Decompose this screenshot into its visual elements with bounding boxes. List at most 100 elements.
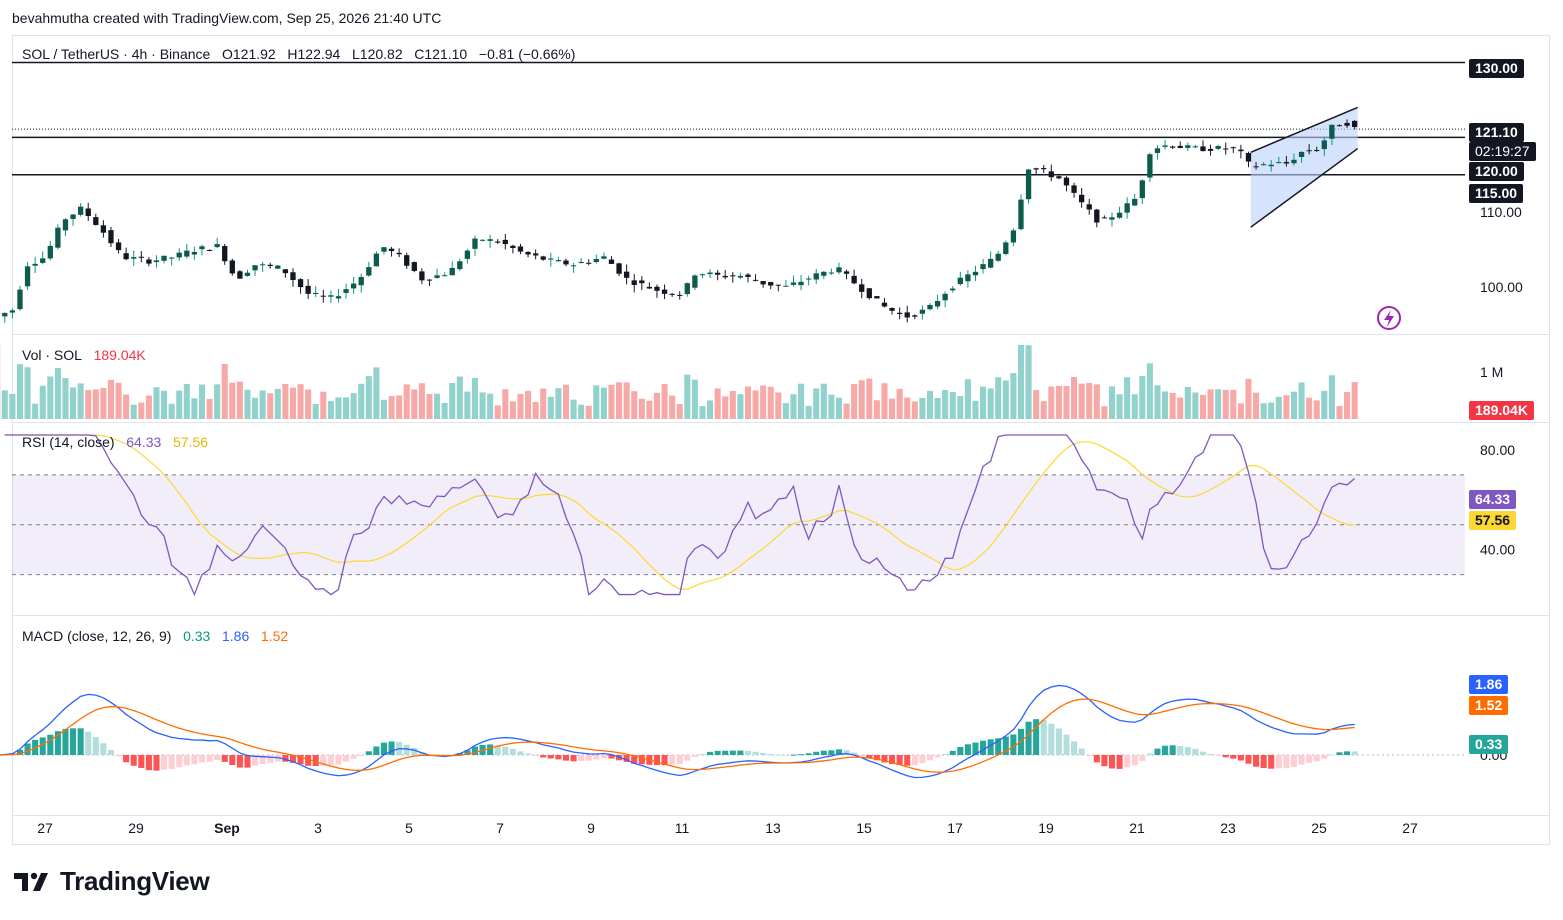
volume-bar — [661, 384, 668, 419]
volume-bar — [1306, 397, 1313, 419]
volume-bar — [608, 384, 615, 419]
volume-bar — [358, 383, 365, 419]
candle-body — [176, 252, 182, 258]
volume-bar — [1025, 345, 1032, 419]
macd-histogram-bar — [926, 755, 934, 761]
macd-histogram-bar — [547, 755, 554, 759]
candle-body — [85, 208, 91, 217]
macd-histogram-bar — [638, 755, 645, 765]
macd-histogram-bar — [1222, 755, 1229, 758]
tradingview-logo-icon — [14, 872, 48, 891]
macd-histogram-bar — [1055, 728, 1062, 755]
volume-bar — [259, 390, 266, 419]
macd-histogram-bar — [866, 755, 873, 759]
pane-separator[interactable] — [12, 334, 1550, 335]
level-120-tag: 120.00 — [1469, 162, 1524, 181]
volume-bar — [479, 392, 486, 419]
volume-bar — [1124, 377, 1131, 419]
candle-body — [745, 274, 751, 277]
volume-bar — [1146, 363, 1153, 419]
volume-bar — [32, 403, 39, 419]
macd-histogram-bar — [70, 728, 77, 755]
macd-histogram-bar — [722, 750, 729, 755]
macd-histogram-bar — [1207, 754, 1214, 756]
symbol-label[interactable]: SOL / TetherUS · 4h · Binance — [22, 46, 211, 62]
volume-bar — [1230, 389, 1237, 419]
volume-bar — [1131, 394, 1138, 419]
volume-bar — [77, 383, 84, 419]
candle-body — [987, 258, 994, 268]
macd-histogram-bar — [1313, 755, 1320, 762]
macd-histogram-bar — [168, 755, 175, 769]
volume-bar — [555, 388, 562, 419]
candle-body — [608, 259, 615, 264]
volume-bar — [1344, 392, 1351, 419]
macd-histogram-bar — [995, 738, 1002, 755]
macd-label[interactable]: MACD (close, 12, 26, 9) — [22, 628, 172, 644]
volume-bar — [1275, 396, 1282, 419]
macd-histogram-bar — [85, 731, 92, 755]
macd-histogram-bar — [183, 755, 190, 766]
candle-body — [904, 312, 910, 318]
macd-histogram-bar — [782, 755, 789, 756]
volume-bar — [456, 376, 463, 419]
flash-bolt-icon — [1384, 310, 1394, 327]
macd-histogram-bar — [259, 755, 266, 764]
macd-histogram-bar — [593, 755, 600, 760]
volume-bar — [949, 391, 956, 419]
volume-bar — [1215, 389, 1222, 419]
candle-body — [1003, 242, 1009, 255]
candle-body — [1230, 147, 1236, 149]
pane-separator[interactable] — [12, 615, 1550, 616]
tradingview-logo[interactable]: TradingView — [14, 866, 210, 897]
candle-body — [1094, 209, 1100, 223]
volume-bar — [85, 390, 92, 419]
volume-bar — [145, 395, 152, 419]
candle-body — [495, 241, 501, 243]
candle-body — [912, 315, 918, 317]
volume-bar — [365, 376, 372, 419]
macd-hist-value: 0.33 — [183, 628, 211, 644]
candle-body — [1147, 154, 1153, 178]
candle-body — [396, 252, 402, 255]
candle-body — [434, 275, 440, 278]
candle-body — [631, 280, 637, 285]
candle-body — [525, 252, 531, 255]
signal-value: 1.52 — [260, 628, 289, 644]
candle-body — [1200, 146, 1206, 152]
volume-label[interactable]: Vol · SOL — [22, 347, 82, 363]
candle-body — [457, 261, 463, 270]
candle-body — [836, 267, 842, 273]
macd-histogram-bar — [828, 750, 835, 755]
macd-histogram-bar — [631, 755, 638, 764]
candle-body — [1298, 151, 1305, 158]
candle-body — [692, 275, 698, 288]
volume-bar — [631, 391, 638, 419]
volume-bar — [1162, 391, 1169, 419]
candle-body — [411, 262, 417, 271]
volume-bar — [957, 396, 964, 419]
candle-body — [93, 217, 99, 225]
pane-separator[interactable] — [12, 422, 1550, 423]
macd-histogram-bar — [744, 750, 752, 755]
candle-body — [601, 256, 607, 259]
chart-frame[interactable] — [12, 35, 1550, 845]
candle-body — [328, 295, 334, 297]
candle-body — [768, 282, 774, 286]
macd-histogram-bar — [16, 749, 24, 755]
volume-bar — [684, 374, 691, 419]
rsi-label[interactable]: RSI (14, close) — [22, 434, 115, 450]
macd-histogram-bar — [600, 755, 607, 759]
macd-histogram-bar — [312, 755, 319, 767]
time-axis-label: 13 — [765, 820, 781, 836]
candle-body — [1329, 124, 1335, 139]
rsi-ma-tag: 57.56 — [1469, 511, 1517, 530]
volume-bar — [123, 394, 130, 419]
candle-body — [593, 258, 599, 263]
macd-histogram-bar — [229, 755, 236, 766]
macd-histogram-bar — [320, 755, 327, 766]
candle-body — [358, 277, 364, 286]
candle-body — [1177, 145, 1183, 149]
macd-histogram-bar — [555, 755, 562, 760]
